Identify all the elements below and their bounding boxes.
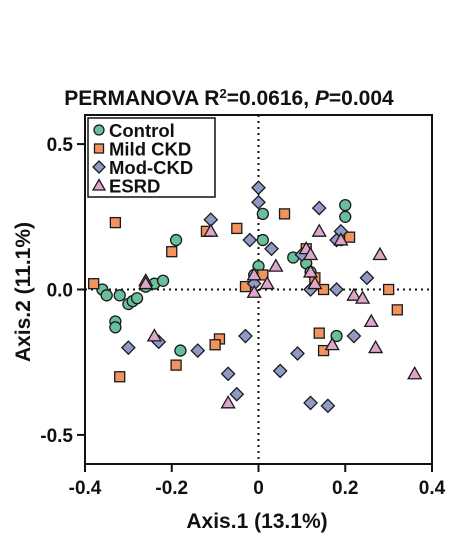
- point-esrd: [138, 275, 154, 290]
- legend-marker-control: [93, 124, 105, 136]
- point-control: [339, 210, 352, 223]
- point-esrd: [324, 336, 340, 351]
- legend-marker-mild-ckd: [93, 143, 105, 154]
- point-control: [174, 344, 187, 357]
- point-esrd: [307, 275, 323, 290]
- point-mod-ckd: [359, 270, 375, 286]
- point-esrd: [311, 223, 327, 237]
- legend-marker-mod-ckd: [92, 160, 106, 174]
- point-control: [256, 207, 269, 221]
- point-mod-ckd: [251, 194, 266, 210]
- point-control: [100, 289, 113, 302]
- point-mild-ckd: [88, 278, 100, 290]
- point-control: [169, 233, 183, 247]
- legend-label-mod-ckd: Mod-CKD: [109, 157, 193, 178]
- point-esrd: [333, 232, 349, 246]
- point-mild-ckd: [231, 222, 243, 235]
- point-mod-ckd: [303, 395, 318, 411]
- point-mild-ckd: [382, 283, 395, 296]
- point-mod-ckd: [329, 282, 344, 297]
- x-tick-label: 0.4: [419, 478, 446, 499]
- point-mod-ckd: [238, 328, 253, 344]
- legend-label-esrd: ESRD: [109, 176, 160, 197]
- y-tick-label: 0.0: [47, 281, 73, 302]
- point-mod-ckd: [229, 386, 245, 402]
- point-mod-ckd: [311, 200, 327, 216]
- point-mild-ckd: [114, 371, 126, 383]
- point-mild-ckd: [391, 304, 403, 316]
- title-p-value: =0.004: [329, 87, 394, 110]
- title-stat: PERMANOVA R: [64, 87, 219, 110]
- point-control: [156, 274, 170, 287]
- point-mod-ckd: [264, 241, 279, 257]
- point-esrd: [246, 284, 262, 298]
- x-tick-label: 0.2: [332, 478, 358, 499]
- point-mild-ckd: [313, 327, 325, 339]
- point-mild-ckd: [166, 246, 178, 258]
- point-esrd: [346, 287, 362, 301]
- point-mod-ckd: [190, 343, 206, 358]
- point-mod-ckd: [220, 366, 236, 382]
- title-superscript: 2: [219, 86, 226, 101]
- legend-label-mild-ckd: Mild CKD: [109, 139, 191, 160]
- point-esrd: [268, 258, 284, 272]
- y-tick-label: 0.5: [47, 135, 74, 156]
- x-tick-label: 0: [253, 478, 264, 499]
- point-mod-ckd: [242, 232, 258, 248]
- y-axis-label: Axis.2 (11.1%): [12, 222, 35, 362]
- point-mild-ckd: [109, 216, 122, 229]
- point-esrd: [372, 246, 388, 261]
- point-mod-ckd: [346, 328, 362, 344]
- point-esrd: [220, 395, 236, 409]
- legend-label-control: Control: [109, 120, 175, 141]
- point-control: [330, 329, 343, 343]
- point-control: [109, 321, 122, 334]
- x-axis-label: Axis.1 (13.1%): [186, 510, 327, 533]
- y-tick-label: -0.5: [40, 426, 73, 447]
- point-esrd: [203, 223, 219, 237]
- point-esrd: [246, 267, 262, 281]
- point-mild-ckd: [317, 283, 330, 296]
- point-mild-ckd: [278, 208, 291, 220]
- legend-box: [87, 117, 216, 198]
- point-esrd: [146, 328, 163, 342]
- point-control: [339, 199, 352, 212]
- point-mod-ckd: [120, 340, 136, 356]
- title-r2-value: =0.0616,: [227, 87, 315, 110]
- point-esrd: [363, 313, 379, 328]
- point-mild-ckd: [343, 231, 356, 243]
- x-tick-label: -0.2: [155, 478, 188, 499]
- point-mild-ckd: [209, 339, 221, 351]
- point-esrd: [302, 264, 319, 278]
- point-esrd: [407, 366, 423, 380]
- point-control: [130, 292, 144, 305]
- point-control: [256, 233, 269, 247]
- point-esrd: [354, 290, 371, 304]
- point-esrd: [259, 275, 275, 290]
- legend-marker-esrd: [91, 178, 107, 191]
- title-p-label: P: [315, 87, 330, 110]
- point-mod-ckd: [290, 346, 305, 361]
- x-tick-label: -0.4: [69, 478, 102, 499]
- point-mild-ckd: [317, 344, 330, 357]
- point-mod-ckd: [320, 398, 336, 414]
- point-esrd: [367, 339, 384, 354]
- point-mod-ckd: [272, 363, 288, 379]
- point-mild-ckd: [170, 359, 182, 371]
- chart-title: PERMANOVA R2=0.0616, P=0.004: [64, 86, 394, 111]
- point-mod-ckd: [251, 180, 266, 196]
- point-control: [113, 289, 126, 302]
- point-esrd: [302, 246, 319, 261]
